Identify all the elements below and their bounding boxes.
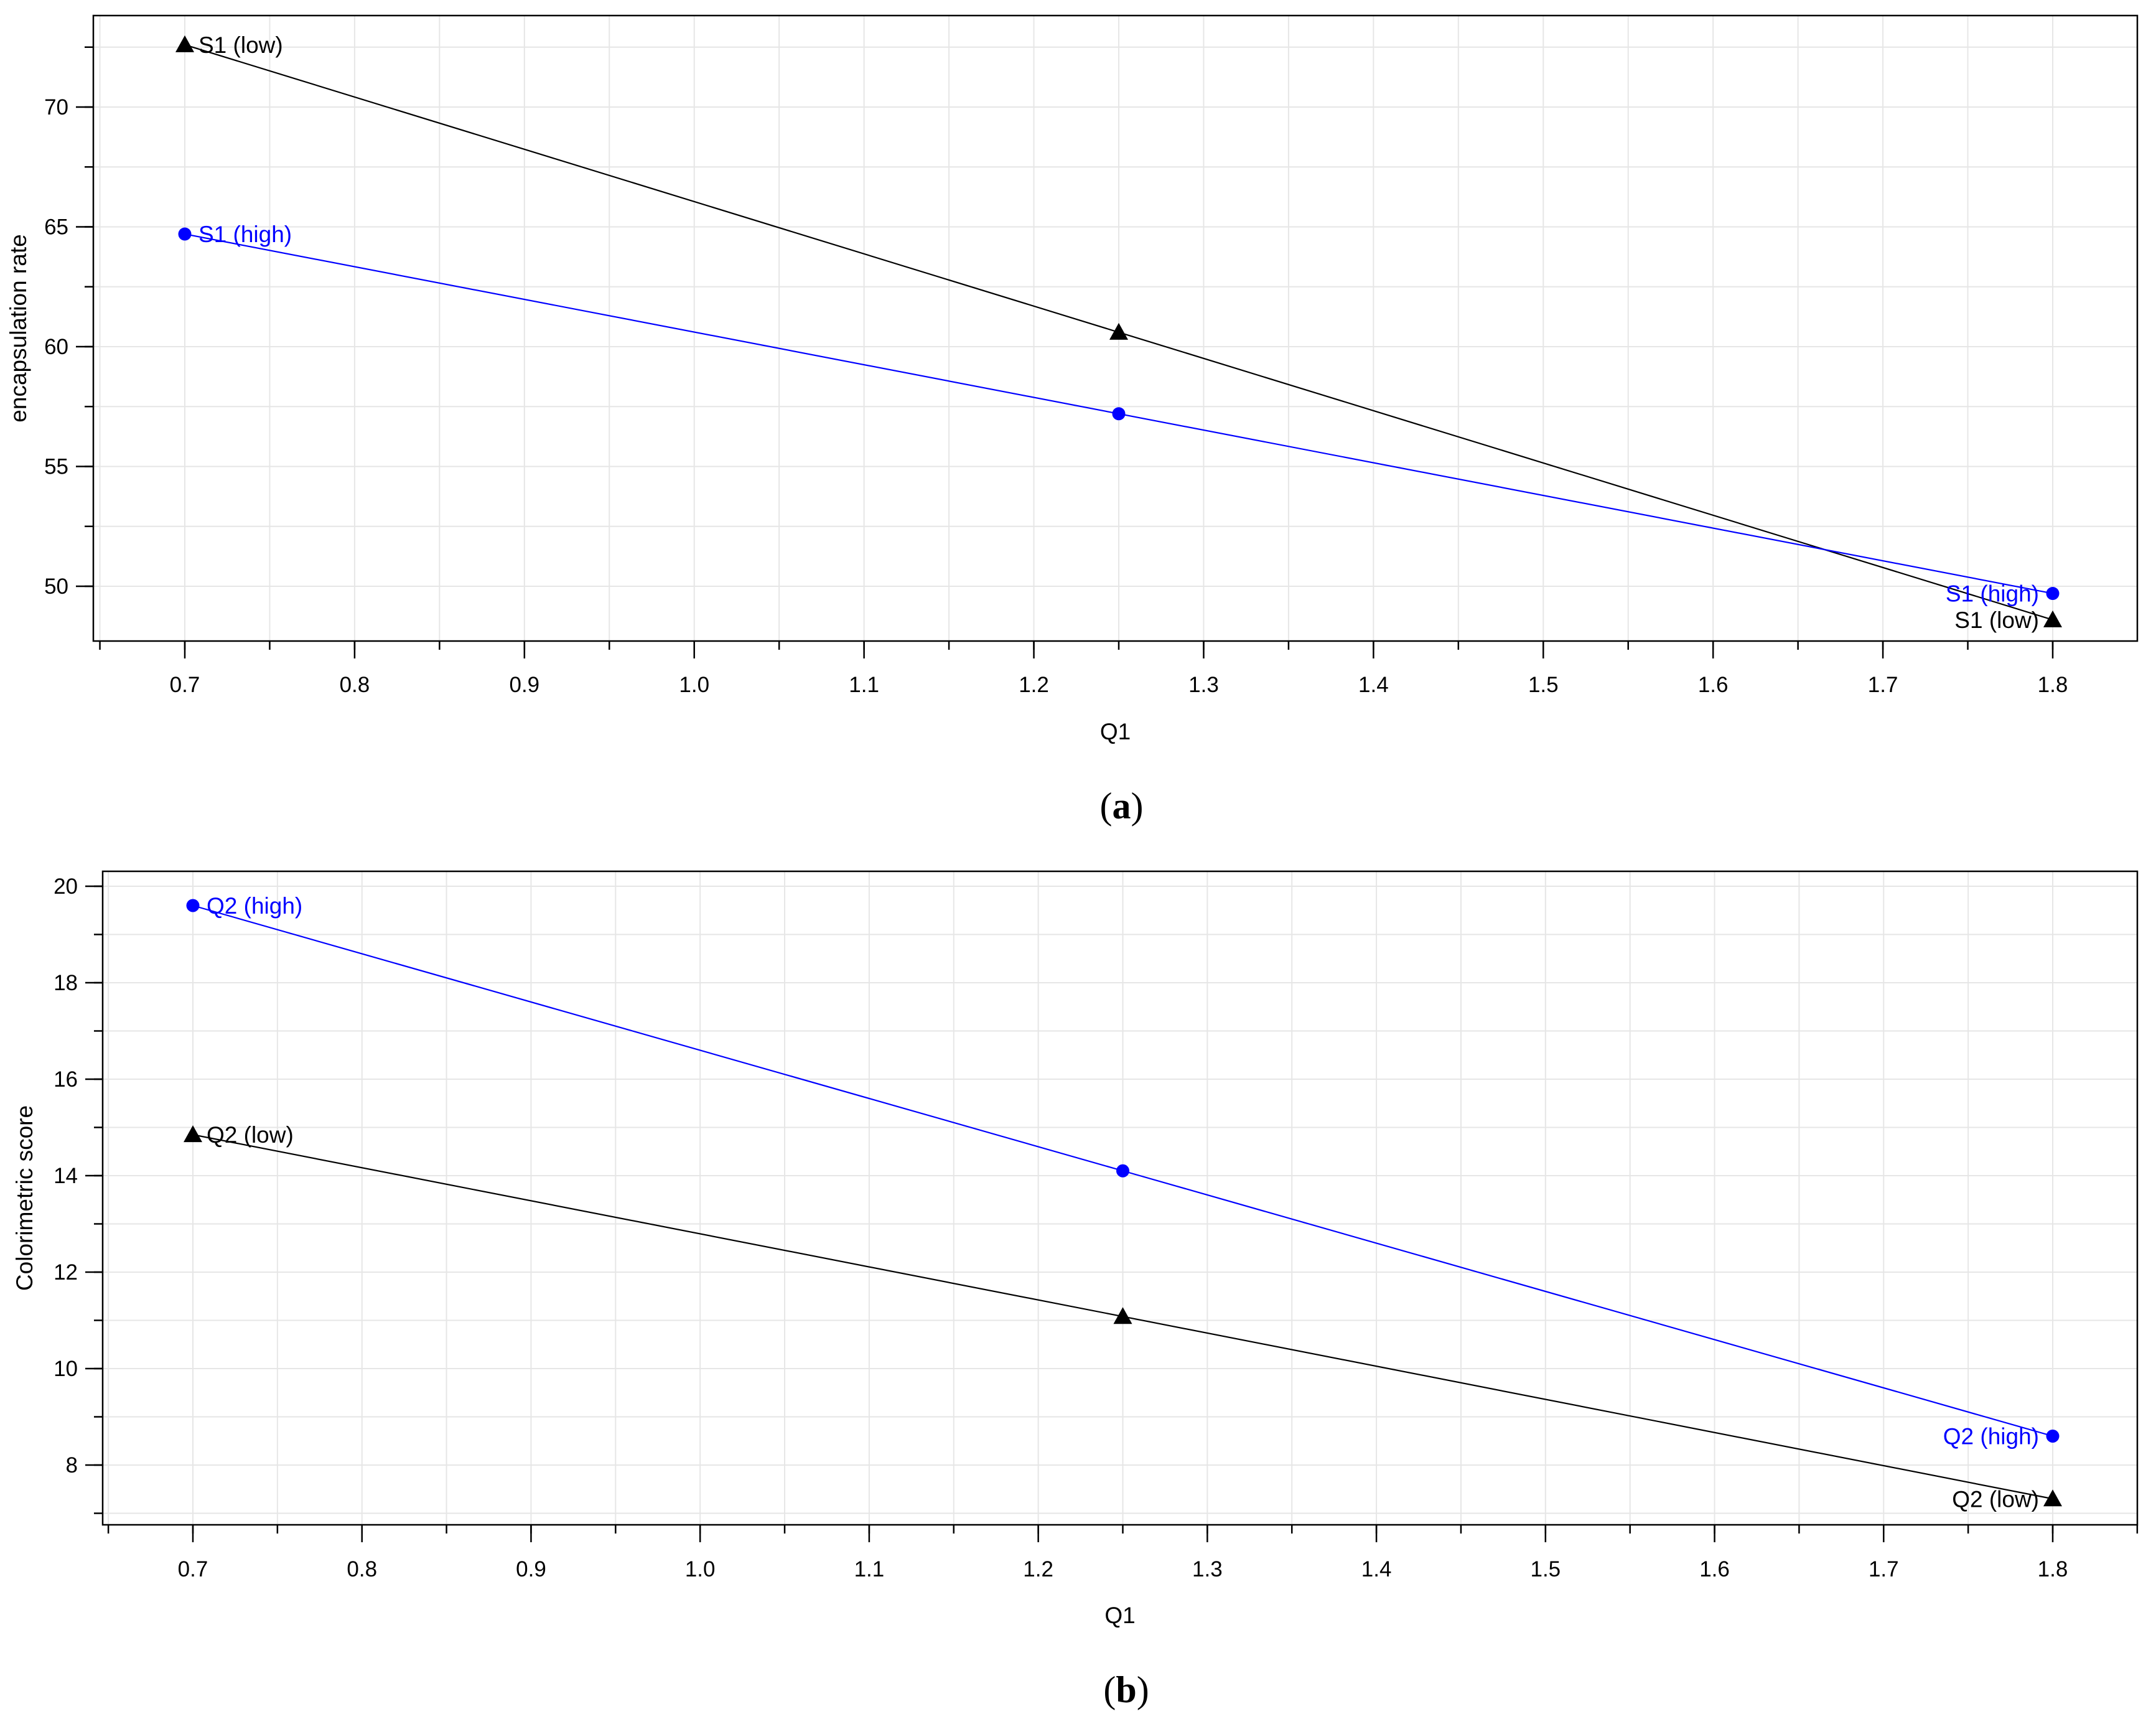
x-tick-label: 0.9 — [509, 673, 539, 697]
plot-frame — [101, 870, 2139, 1526]
chart-panel-b: 0.7 0.8 0.9 1.0 1.1 1.2 1.3 1.4 1.5 1.6 1.7 1.8 8 10 1… — [12, 870, 2139, 1710]
series-start-label: Q2 (low) — [207, 1122, 294, 1148]
y-tick-label: 14 — [54, 1164, 78, 1188]
axes: 0.7 0.8 0.9 1.0 1.1 1.2 1.3 1.4 1.5 1.6 1.7 1.8 8 10 1… — [54, 874, 2139, 1581]
series-start-label: Q2 (high) — [207, 893, 302, 919]
x-tick-label: 1.5 — [1530, 1557, 1561, 1581]
series-end-label: S1 (high) — [1946, 581, 2039, 607]
x-tick-label: 1.3 — [1188, 673, 1219, 697]
x-tick-label: 1.3 — [1192, 1557, 1223, 1581]
x-tick-label: 1.0 — [679, 673, 709, 697]
series-start-label: S1 (low) — [198, 32, 283, 58]
x-tick-label: 1.1 — [854, 1557, 885, 1581]
x-tick-label: 0.9 — [516, 1557, 546, 1581]
series-start-label: S1 (high) — [198, 222, 292, 247]
data-point-circle — [186, 899, 200, 912]
x-tick-label: 1.7 — [1868, 673, 1898, 697]
gridlines — [103, 871, 2137, 1525]
x-tick-label: 1.6 — [1699, 1557, 1730, 1581]
x-tick-label: 1.5 — [1528, 673, 1559, 697]
data-point-triangle — [2043, 610, 2062, 627]
y-axis-label: encapsulation rate — [6, 234, 31, 422]
x-tick-label: 1.8 — [2038, 1557, 2068, 1581]
x-axis-label: Q1 — [1104, 1603, 1135, 1628]
panel-label-b: (b) — [1103, 1669, 1149, 1710]
series-end-label: Q2 (high) — [1943, 1424, 2039, 1449]
data-point-circle — [2046, 587, 2060, 601]
series-end-label: Q2 (low) — [1952, 1486, 2039, 1512]
data-point-triangle — [1109, 322, 1128, 340]
data-point-triangle — [175, 35, 194, 52]
y-tick-label: 65 — [44, 215, 68, 240]
series-layer: Q2 (high) Q2 (high) Q2 (low) Q2 (low) — [184, 893, 2062, 1512]
series-layer: S1 (low)S1 (low)S1 (high)S1 (high) — [175, 32, 2062, 633]
x-tick-label: 1.0 — [685, 1557, 716, 1581]
panel-letter: a — [1113, 785, 1131, 827]
x-tick-label: 1.4 — [1358, 673, 1389, 697]
y-tick-label: 55 — [44, 455, 68, 479]
y-tick-label: 12 — [54, 1260, 78, 1285]
data-point-circle — [1116, 1164, 1129, 1178]
x-axis-label: Q1 — [1100, 719, 1131, 744]
data-point-triangle — [2043, 1489, 2062, 1507]
data-point-circle — [178, 227, 192, 241]
x-tick-label: 1.1 — [849, 673, 879, 697]
y-tick-label: 8 — [66, 1453, 78, 1478]
data-point-triangle — [184, 1125, 202, 1143]
x-tick-label: 1.2 — [1023, 1557, 1053, 1581]
x-tick-label: 1.6 — [1698, 673, 1729, 697]
data-point-circle — [2046, 1430, 2060, 1443]
y-tick-label: 60 — [44, 335, 68, 359]
panel-letter: b — [1116, 1669, 1136, 1710]
x-tick-label: 1.2 — [1019, 673, 1049, 697]
y-tick-label: 70 — [44, 95, 68, 119]
y-tick-label: 50 — [44, 574, 68, 599]
x-tick-label: 1.7 — [1869, 1557, 1899, 1581]
y-tick-label: 20 — [54, 874, 78, 899]
x-tick-label: 1.4 — [1361, 1557, 1392, 1581]
x-tick-label: 0.7 — [178, 1557, 208, 1581]
x-tick-label: 1.8 — [2038, 673, 2068, 697]
data-point-triangle — [1113, 1307, 1132, 1324]
x-tick-label: 0.8 — [340, 673, 370, 697]
y-tick-label: 10 — [54, 1357, 78, 1381]
y-axis-label: Colorimetric score — [12, 1105, 37, 1291]
plot-frame — [92, 14, 2139, 642]
series-end-label: S1 (low) — [1954, 607, 2039, 633]
axes: 0.7 0.8 0.9 1.0 1.1 1.2 1.3 1.4 1.5 1.6 1.7 1.8 50 55… — [44, 46, 2068, 697]
y-tick-label: 16 — [54, 1067, 78, 1092]
panel-label-a: (a) — [1100, 785, 1144, 827]
y-tick-label: 18 — [54, 971, 78, 995]
x-tick-label: 0.7 — [170, 673, 200, 697]
data-point-circle — [1112, 407, 1126, 421]
x-tick-label: 0.8 — [347, 1557, 377, 1581]
chart-panel-a: 0.7 0.8 0.9 1.0 1.1 1.2 1.3 1.4 1.5 1.6 1.7 1.8 50 55… — [6, 14, 2139, 827]
